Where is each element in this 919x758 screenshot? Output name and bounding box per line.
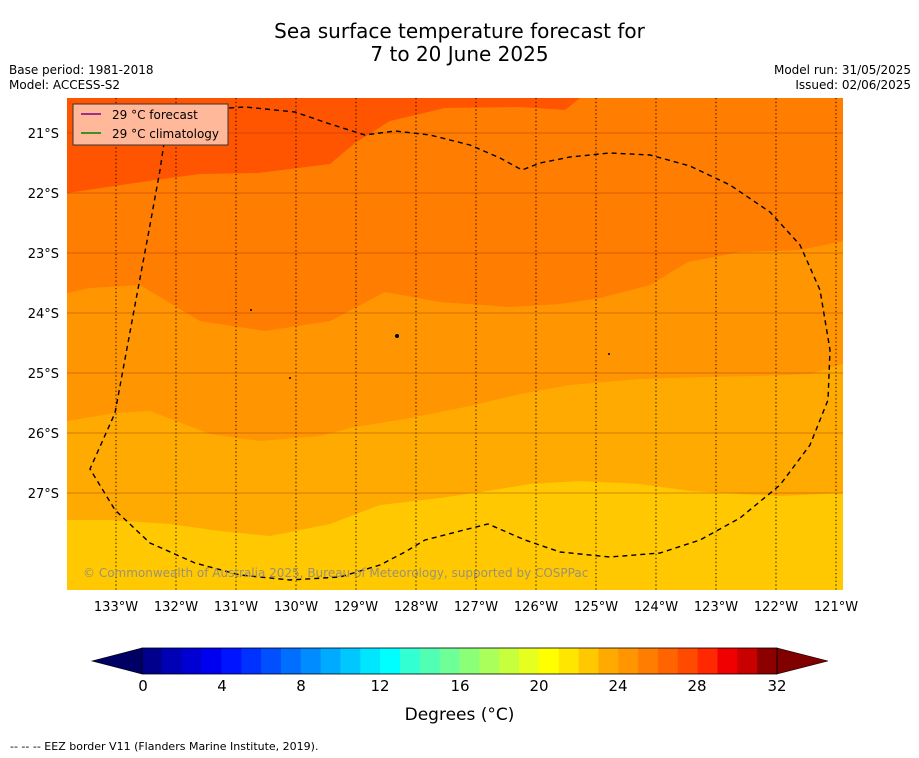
colorbar-tick-label: 4 bbox=[217, 677, 227, 695]
map-legend: 29 °C forecast 29 °C climatology bbox=[72, 103, 229, 146]
colorbar-cell bbox=[697, 648, 718, 674]
colorbar-cell bbox=[558, 648, 579, 674]
copyright-text: © Commonwealth of Australia 2025, Bureau… bbox=[83, 566, 588, 580]
title-line-1: Sea surface temperature forecast for bbox=[274, 19, 645, 43]
islands bbox=[250, 309, 610, 379]
temperature-field: © Commonwealth of Australia 2025, Bureau… bbox=[67, 98, 843, 590]
colorbar-cell bbox=[380, 648, 401, 674]
colorbar-cell bbox=[221, 648, 242, 674]
colorbar-tick-label: 24 bbox=[608, 677, 628, 695]
lon-tick-label: 131°W bbox=[214, 600, 258, 615]
colorbar-cell bbox=[757, 648, 778, 674]
lon-tick-label: 133°W bbox=[94, 600, 138, 615]
issued-text: Issued: 02/06/2025 bbox=[795, 78, 911, 92]
lon-tick-label: 132°W bbox=[154, 600, 198, 615]
colorbar-cell bbox=[499, 648, 520, 674]
colorbar-tick-label: 16 bbox=[450, 677, 470, 695]
colorbar-over-arrow bbox=[776, 647, 829, 675]
eez-footnote: -- -- -- EEZ border V11 (Flanders Marine… bbox=[10, 740, 319, 753]
colorbar-cell bbox=[519, 648, 540, 674]
lon-tick-label: 128°W bbox=[394, 600, 438, 615]
lon-tick-label: 122°W bbox=[754, 600, 798, 615]
legend-climatology-label: 29 °C climatology bbox=[112, 127, 219, 141]
colorbar-tick-label: 28 bbox=[687, 677, 707, 695]
legend-forecast-label: 29 °C forecast bbox=[112, 108, 198, 122]
lat-tick-label: 24°S bbox=[28, 307, 59, 322]
model-run-text: Model run: 31/05/2025 bbox=[773, 63, 911, 77]
colorbar-cell bbox=[657, 648, 679, 674]
colorbar-cell bbox=[459, 648, 480, 674]
colorbar-under-arrow bbox=[90, 647, 143, 675]
colorbar-cell bbox=[340, 648, 361, 674]
colorbar-cell bbox=[419, 648, 441, 674]
lon-tick-label: 127°W bbox=[454, 600, 498, 615]
colorbar-cell bbox=[479, 648, 500, 674]
colorbar-cell bbox=[300, 648, 321, 674]
colorbar-tick-label: 8 bbox=[296, 677, 306, 695]
longitude-axis: 133°W 132°W 131°W 130°W 129°W 128°W 127°… bbox=[94, 600, 858, 615]
model-text: Model: ACCESS-S2 bbox=[9, 78, 121, 92]
base-period-text: Base period: 1981-2018 bbox=[9, 63, 154, 77]
colorbar-tick-label: 12 bbox=[370, 677, 390, 695]
colorbar-cell bbox=[241, 648, 262, 674]
latitude-axis: 21°S 22°S 23°S 24°S 25°S 26°S 27°S bbox=[28, 127, 59, 502]
colorbar-cell bbox=[618, 648, 639, 674]
colorbar-tick-label: 0 bbox=[138, 677, 148, 695]
colorbar-tick-label: 32 bbox=[767, 677, 787, 695]
lon-tick-label: 130°W bbox=[274, 600, 318, 615]
eez-border bbox=[89, 106, 831, 581]
colorbar-cell bbox=[578, 648, 599, 674]
title-line-2: 7 to 20 June 2025 bbox=[370, 42, 549, 66]
lon-tick-label: 121°W bbox=[814, 600, 858, 615]
colorbar-cell bbox=[598, 648, 619, 674]
colorbar-title: Degrees (°C) bbox=[404, 705, 515, 725]
colorbar bbox=[90, 647, 829, 675]
lat-tick-label: 26°S bbox=[28, 427, 59, 442]
colorbar-cell bbox=[142, 648, 163, 674]
colorbar-cell bbox=[161, 648, 183, 674]
colorbar-cell bbox=[717, 648, 738, 674]
lat-tick-label: 22°S bbox=[28, 187, 59, 202]
colorbar-cell bbox=[399, 648, 421, 674]
lon-tick-label: 123°W bbox=[694, 600, 738, 615]
colorbar-cell bbox=[677, 648, 699, 674]
colorbar-cell bbox=[360, 648, 381, 674]
colorbar-cell bbox=[737, 648, 758, 674]
colorbar-frame bbox=[141, 647, 778, 675]
latitude-gridlines bbox=[67, 132, 843, 494]
lat-tick-label: 27°S bbox=[28, 487, 59, 502]
colorbar-cell bbox=[638, 648, 659, 674]
lat-tick-label: 23°S bbox=[28, 247, 59, 262]
lat-tick-label: 21°S bbox=[28, 127, 59, 142]
lon-tick-label: 124°W bbox=[634, 600, 678, 615]
colorbar-cell bbox=[280, 648, 302, 674]
colorbar-cell bbox=[320, 648, 341, 674]
lon-tick-label: 125°W bbox=[574, 600, 618, 615]
colorbar-cell bbox=[261, 648, 282, 674]
colorbar-cell bbox=[181, 648, 202, 674]
colorbar-cell bbox=[201, 648, 222, 674]
lat-tick-label: 25°S bbox=[28, 367, 59, 382]
colorbar-cell bbox=[538, 648, 560, 674]
legend-box bbox=[72, 103, 229, 146]
colorbar-tick-label: 20 bbox=[529, 677, 549, 695]
lon-tick-label: 129°W bbox=[334, 600, 378, 615]
colorbar-cell bbox=[439, 648, 460, 674]
lon-tick-label: 126°W bbox=[514, 600, 558, 615]
